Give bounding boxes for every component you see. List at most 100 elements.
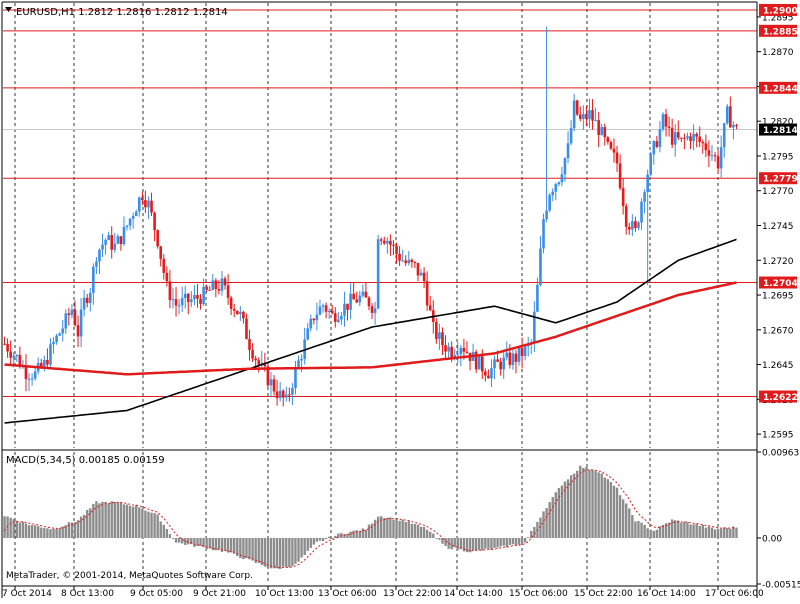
macd-bar [419,526,423,539]
macd-layer [3,465,738,569]
candle-body [144,200,147,208]
macd-bar [474,538,478,551]
macd-bar [236,538,239,557]
macd-bar [266,538,270,568]
candle-body [557,182,561,185]
candle-body [536,284,539,312]
macd-bar [257,538,260,563]
macd-bar [698,525,701,539]
candle-body [523,346,527,357]
macd-bar [447,538,450,549]
candle-body [9,351,12,358]
macd-bar [386,517,389,539]
candle-body [208,289,212,291]
macd-bar [554,492,557,539]
macd-bar [689,524,692,539]
level-badge-label: 1.2704 [763,279,798,289]
macd-bar [82,514,86,539]
macd-bar [138,507,141,539]
macd-bar [545,508,548,539]
macd-bar [245,538,248,559]
candle-body [569,128,573,144]
macd-bar [520,538,524,543]
macd-bar [478,538,481,550]
candle-body [542,219,545,249]
macd-bar [661,524,665,539]
macd-bar [282,538,285,567]
dropdown-triangle-icon[interactable] [5,7,12,12]
candle-body [49,344,52,365]
macd-bar [291,538,294,567]
macd-bar [404,522,407,539]
candle-body [186,293,190,303]
macd-bar [226,538,230,553]
macd-bar [18,522,22,539]
candle-body [168,281,172,300]
macd-bar [199,538,202,547]
macd-bar [15,520,18,539]
candle-body [337,319,340,322]
level-badge-label: 1.2779 [763,175,798,185]
macd-bar [425,529,429,539]
macd-bar [621,499,625,539]
macd-bar [615,487,619,539]
candle-body [695,133,698,137]
candles-layer [3,26,738,407]
macd-bar [530,531,533,539]
candle-body [88,292,92,303]
macd-bar [331,538,334,539]
candle-body [150,200,153,213]
level-badge [759,24,797,37]
macd-bar [40,527,43,539]
candle-body [548,195,551,211]
current-price-label: 1.2814 [763,126,798,136]
macd-bar [618,495,622,539]
candle-body [58,333,61,336]
time-tick-label: 17 Oct 06:00 [705,589,764,599]
ma-slow-line [4,281,737,376]
macd-bar [551,496,554,539]
macd-bar [370,523,374,539]
candle-body [367,297,371,307]
candle-body [245,318,248,340]
macd-bar [505,538,508,548]
candle-body [214,280,218,290]
macd-bar [174,538,178,543]
macd-bar [239,538,242,559]
candle-body [95,261,98,267]
macd-bar [407,521,410,539]
time-tick-label: 15 Oct 06:00 [509,589,568,599]
macd-bar [73,522,77,539]
macd-bar [450,538,453,550]
candle-body [333,313,337,322]
candle-body [116,236,120,244]
macd-bar [634,521,637,539]
candle-body [266,366,270,386]
macd-bar [297,538,300,562]
candle-body [588,110,591,119]
macd-bar [603,477,606,539]
candle-body [670,127,674,145]
candle-body [462,347,466,352]
candle-body [257,360,261,365]
candle-body [174,299,178,306]
candle-body [520,347,524,357]
level-badge [759,390,797,403]
macd-bar [52,528,55,539]
macd-bar [640,522,643,539]
candle-body [193,295,196,300]
candle-body [707,150,711,156]
candle-body [643,192,646,202]
candle-body [220,278,224,291]
macd-bar [12,519,15,539]
candle-body [563,158,567,175]
macd-bar [144,510,147,539]
candle-body [551,191,555,196]
macd-bar [312,538,316,545]
candle-body [61,328,65,334]
macd-bar [459,538,463,550]
candle-body [612,148,616,153]
macd-bar [716,528,720,539]
macd-bar [655,529,659,539]
